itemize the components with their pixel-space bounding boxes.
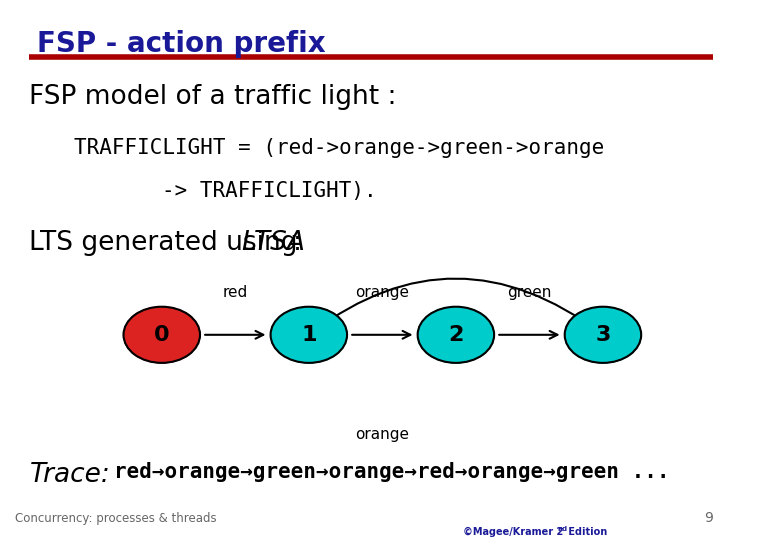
Text: Trace:: Trace: [30,462,110,488]
Text: red→orange→green→orange→red→orange→green ...: red→orange→green→orange→red→orange→green… [114,462,669,482]
Text: nd: nd [558,526,568,532]
Text: FSP model of a traffic light :: FSP model of a traffic light : [30,84,397,110]
Text: 2: 2 [448,325,463,345]
Text: 0: 0 [154,325,169,345]
Circle shape [417,307,494,363]
Text: Edition: Edition [565,527,607,537]
Text: Concurrency: processes & threads: Concurrency: processes & threads [15,512,216,525]
Text: TRAFFICLIGHT = (red->orange->green->orange: TRAFFICLIGHT = (red->orange->green->oran… [73,138,604,158]
Text: LTS generated using: LTS generated using [30,230,307,255]
Circle shape [123,307,200,363]
Text: red: red [222,285,248,300]
Text: -> TRAFFICLIGHT).: -> TRAFFICLIGHT). [161,181,377,201]
Text: 3: 3 [595,325,611,345]
Text: LTSA: LTSA [241,230,305,255]
Text: 9: 9 [704,511,713,525]
Text: orange: orange [356,285,410,300]
Text: green: green [507,285,551,300]
Text: :: : [292,230,302,255]
Circle shape [565,307,641,363]
Text: 1: 1 [301,325,317,345]
Circle shape [271,307,347,363]
Text: ©Magee/Kramer 2: ©Magee/Kramer 2 [463,527,563,537]
Text: FSP - action prefix: FSP - action prefix [37,30,325,58]
Text: orange: orange [356,427,410,442]
